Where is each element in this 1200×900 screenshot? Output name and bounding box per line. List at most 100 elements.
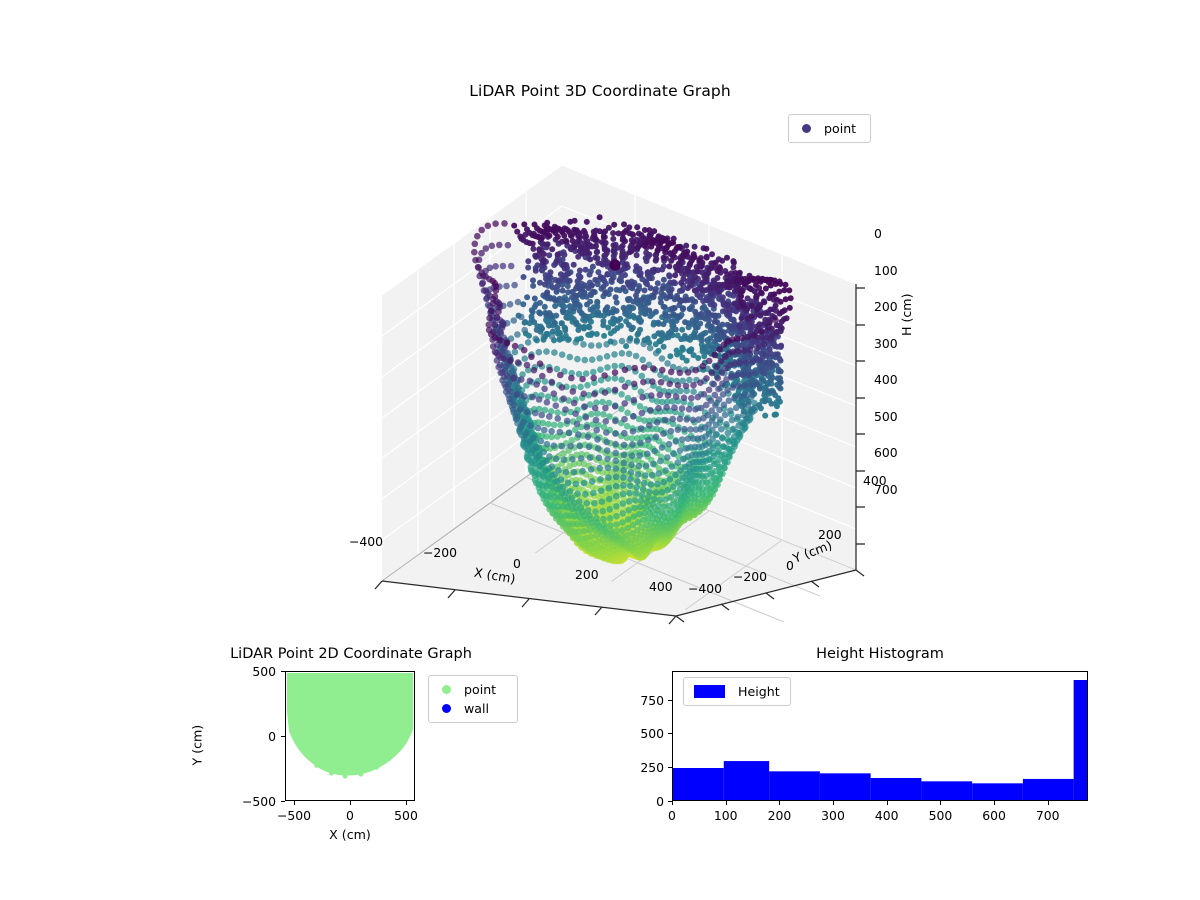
point-3d — [507, 388, 514, 395]
point-3d — [741, 382, 748, 389]
point-3d — [555, 415, 562, 422]
point-3d — [631, 365, 638, 372]
point-3d — [551, 390, 558, 397]
x-tick-label: 0 — [642, 808, 702, 823]
point-3d — [659, 444, 666, 451]
point-3d — [660, 332, 666, 338]
point-3d — [580, 391, 587, 398]
point-3d — [599, 399, 606, 406]
point-3d — [715, 268, 721, 274]
point-3d — [630, 428, 637, 435]
point-3d — [521, 393, 528, 400]
point-3d — [500, 263, 507, 270]
point-3d — [631, 239, 637, 245]
point-3d — [745, 402, 752, 409]
point-3d — [506, 396, 513, 403]
point-3d — [634, 338, 641, 345]
point-3d — [613, 513, 620, 520]
plot2d-axes[interactable] — [285, 671, 415, 801]
point-3d — [566, 430, 573, 437]
point-3d — [583, 313, 589, 319]
point-3d — [783, 296, 789, 302]
point-3d — [551, 349, 558, 356]
point-3d — [589, 478, 596, 485]
point-3d — [668, 428, 675, 435]
point-3d — [567, 278, 573, 284]
point-3d — [514, 331, 521, 338]
point-3d — [524, 409, 531, 416]
point-3d — [584, 294, 590, 300]
point-3d — [661, 277, 667, 283]
point-3d — [565, 337, 572, 344]
plot2d-x-axis-label: X (cm) — [290, 827, 410, 842]
point-3d — [541, 251, 547, 257]
point-3d — [695, 269, 701, 275]
point-3d — [655, 248, 661, 254]
point-3d — [552, 303, 558, 309]
x-tick-label: 200 — [749, 808, 809, 823]
point-3d — [757, 313, 763, 319]
point-3d — [527, 423, 534, 430]
point-marker-icon — [802, 124, 811, 133]
point-3d — [716, 324, 722, 330]
point-3d — [613, 294, 619, 300]
h-tick-label: 300 — [874, 336, 898, 351]
point-3d — [540, 449, 547, 456]
point-3d — [679, 327, 685, 333]
point-3d — [595, 309, 601, 315]
point-3d — [672, 305, 678, 311]
point-3d — [603, 418, 610, 425]
point-3d — [637, 504, 644, 511]
point-3d — [567, 488, 574, 495]
point-3d — [754, 306, 760, 312]
y-tick-label: −400 — [688, 581, 722, 596]
point-3d — [627, 476, 634, 483]
point-3d — [550, 285, 556, 291]
point-3d — [574, 356, 581, 363]
point-3d — [578, 455, 585, 462]
point-3d — [521, 274, 527, 280]
point-3d — [669, 286, 675, 292]
point-3d — [772, 317, 779, 324]
point-3d — [603, 341, 610, 348]
point-3d — [557, 277, 563, 283]
h-tick-label: 100 — [874, 263, 898, 278]
point-3d — [599, 239, 605, 245]
point-3d — [612, 430, 619, 437]
point-3d — [717, 288, 723, 294]
point-3d — [687, 426, 694, 433]
point-3d — [508, 263, 515, 270]
point-3d — [563, 238, 569, 244]
point-3d — [774, 329, 780, 335]
point-3d — [554, 258, 560, 264]
point-3d — [617, 277, 623, 283]
point-3d — [582, 357, 589, 364]
point-3d — [677, 388, 684, 395]
point-3d — [594, 249, 600, 255]
point-3d — [545, 241, 551, 247]
plot3d-axes[interactable]: −400 −200 0 200 400 −400 −200 0 200 400 … — [366, 140, 896, 635]
point-3d — [581, 326, 587, 332]
point-3d — [472, 257, 479, 264]
point-3d — [660, 430, 667, 437]
point-3d — [699, 337, 705, 343]
wall-marker-icon — [442, 704, 451, 713]
point-3d — [766, 295, 772, 301]
point-3d — [559, 320, 565, 326]
point-3d — [720, 443, 727, 450]
point-3d — [577, 308, 583, 314]
point-3d — [546, 233, 552, 239]
point-3d — [563, 315, 569, 321]
point-3d — [668, 331, 674, 337]
point-3d — [538, 235, 544, 241]
h-tick-label: 700 — [874, 482, 898, 497]
point-3d — [778, 343, 784, 349]
point-3d — [685, 266, 691, 272]
point-3d — [749, 392, 756, 399]
point-3d — [601, 333, 607, 339]
point-3d — [645, 336, 651, 342]
point-3d — [655, 503, 662, 510]
point-3d — [514, 391, 521, 398]
point-3d — [557, 422, 564, 429]
y-tick-label: −200 — [733, 569, 767, 584]
